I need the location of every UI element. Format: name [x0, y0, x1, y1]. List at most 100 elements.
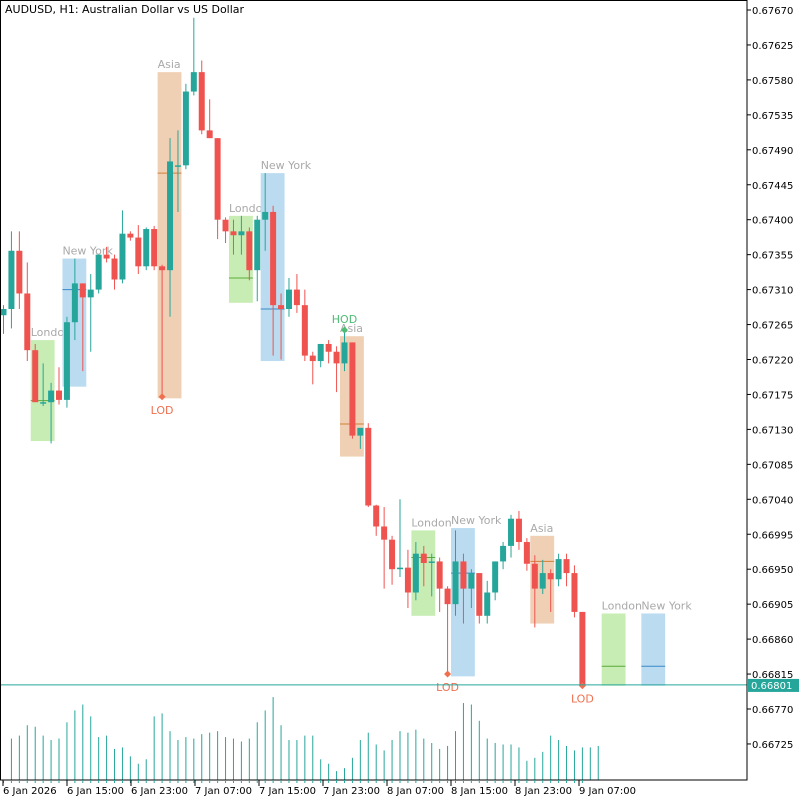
- candle-body: [357, 427, 364, 436]
- candle-body: [436, 561, 443, 589]
- candle-body: [404, 567, 411, 593]
- candle-body: [190, 72, 197, 92]
- y-tick-label: 0.67265: [752, 321, 793, 332]
- candle-body: [182, 91, 189, 166]
- session-label: London: [229, 202, 269, 215]
- candle-body: [460, 561, 467, 589]
- candle-body: [79, 283, 86, 298]
- candle-body: [515, 518, 522, 543]
- candle-body: [230, 231, 237, 236]
- y-tick-label: 0.66770: [752, 705, 793, 716]
- candle-body: [270, 211, 277, 306]
- candle-body: [301, 305, 308, 356]
- candle-body: [278, 305, 285, 310]
- candle-body: [373, 505, 380, 527]
- candle-body: [262, 211, 269, 220]
- chart-title: AUDUSD, H1: Australian Dollar vs US Doll…: [5, 3, 245, 16]
- session-label: London: [411, 516, 451, 529]
- session-label: London: [602, 599, 642, 612]
- candle-body: [444, 588, 451, 605]
- candle-body: [293, 289, 300, 306]
- candle-body: [349, 342, 356, 436]
- y-tick-label: 0.67085: [752, 460, 793, 471]
- candle-body: [32, 350, 39, 403]
- candle-body: [523, 542, 530, 564]
- candle-body: [397, 567, 403, 570]
- lod-label: LOD: [571, 693, 594, 706]
- candle-body: [198, 72, 205, 131]
- candle-body: [476, 573, 483, 616]
- x-tick-label: 8 Jan 15:00: [451, 786, 508, 797]
- y-tick-label: 0.67535: [752, 111, 793, 122]
- candle-body: [103, 254, 110, 259]
- candle-body: [0, 309, 7, 316]
- x-tick-label: 9 Jan 07:00: [579, 786, 636, 797]
- candle-body: [24, 293, 31, 351]
- candle-body: [500, 545, 507, 562]
- candle-body: [579, 611, 586, 685]
- candle-body: [309, 355, 316, 362]
- y-tick-label: 0.66725: [752, 740, 793, 751]
- candle-body: [531, 563, 538, 589]
- y-tick-label: 0.67175: [752, 390, 793, 401]
- candle-body: [492, 561, 499, 593]
- candle-body: [214, 138, 221, 220]
- candle-body: [87, 289, 94, 298]
- candle-body: [238, 231, 245, 236]
- candle-body: [8, 250, 15, 310]
- candle-body: [381, 526, 388, 540]
- candle-body: [508, 518, 515, 546]
- candle-body: [547, 573, 554, 580]
- x-tick-label: 6 Jan 23:00: [131, 786, 188, 797]
- candle-body: [420, 553, 427, 563]
- y-tick-label: 0.67670: [752, 6, 793, 17]
- candle-body: [71, 283, 78, 323]
- candle-body: [452, 561, 459, 605]
- lod-label: LOD: [151, 404, 174, 417]
- candle-body: [317, 343, 324, 362]
- session-label: Asia: [530, 522, 553, 535]
- y-tick-label: 0.66905: [752, 600, 793, 611]
- y-tick-label: 0.67625: [752, 41, 793, 52]
- y-tick-label: 0.66860: [752, 635, 793, 646]
- x-tick-label: 7 Jan 23:00: [323, 786, 380, 797]
- candle-body: [119, 233, 126, 280]
- candle-body: [222, 219, 229, 232]
- session-label: London: [31, 326, 71, 339]
- session-box-newyork: [641, 613, 666, 686]
- y-tick-label: 0.67130: [752, 425, 793, 436]
- candle-body: [246, 231, 253, 271]
- lod-label: LOD: [436, 681, 459, 694]
- current-price-label: 0.66801: [751, 681, 792, 692]
- candle-body: [206, 130, 213, 139]
- y-tick-label: 0.66995: [752, 530, 793, 541]
- candle-body: [555, 559, 562, 580]
- y-tick-label: 0.67355: [752, 251, 793, 262]
- y-tick-label: 0.67040: [752, 495, 793, 506]
- candle-body: [95, 254, 102, 290]
- candle-body: [174, 165, 181, 167]
- candle-body: [389, 539, 396, 570]
- session-box-london: [601, 613, 626, 686]
- x-tick-label: 7 Jan 15:00: [259, 786, 316, 797]
- candle-body: [254, 219, 261, 271]
- session-label: New York: [451, 514, 502, 527]
- candle-body: [151, 229, 158, 267]
- x-tick-label: 6 Jan 15:00: [67, 786, 124, 797]
- current-price-badge: [748, 678, 799, 692]
- candle-body: [111, 258, 118, 280]
- y-tick-label: 0.67445: [752, 181, 793, 192]
- session-label: New York: [641, 599, 692, 612]
- candle-body: [285, 289, 292, 310]
- x-tick-label: 8 Jan 07:00: [387, 786, 444, 797]
- candle-body: [563, 559, 570, 574]
- candle-body: [539, 573, 546, 589]
- candle-body: [484, 592, 491, 616]
- candle-body: [412, 553, 419, 593]
- session-label: New York: [261, 159, 312, 172]
- candle-body: [143, 229, 150, 267]
- session-box-london: [411, 530, 436, 616]
- candle-body: [135, 237, 142, 267]
